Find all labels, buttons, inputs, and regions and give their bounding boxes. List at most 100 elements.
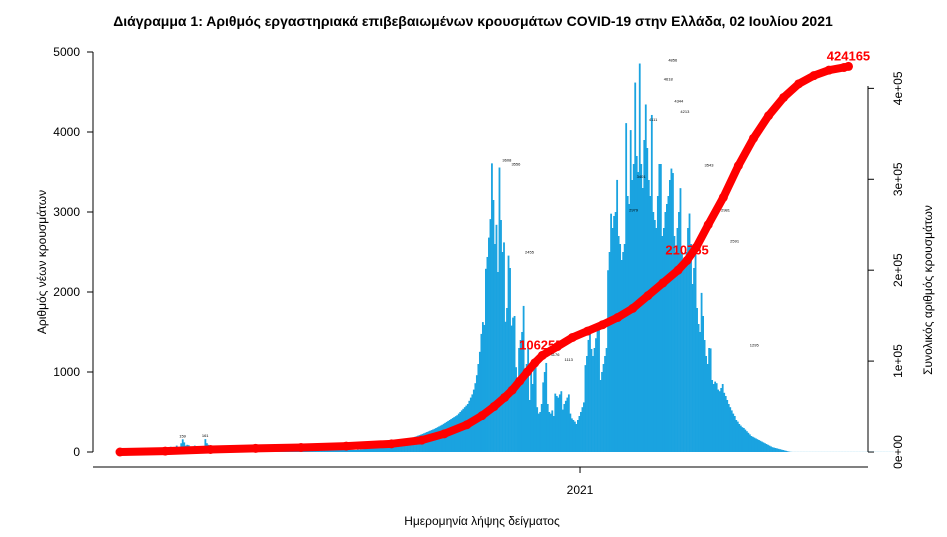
bar [341, 449, 344, 452]
bar [678, 212, 680, 452]
bar [573, 421, 576, 452]
bar [397, 442, 400, 452]
right-y-axis: 0e+00 1e+05 2e+05 3e+05 4e+05 [867, 71, 905, 469]
bar [347, 449, 350, 452]
bar [382, 446, 385, 452]
cumulative-point [703, 220, 713, 230]
bar [385, 445, 388, 452]
bar [759, 440, 762, 452]
bar [625, 123, 628, 453]
right-y-ticks: 0e+00 1e+05 2e+05 3e+05 4e+05 [868, 71, 905, 469]
bar [773, 447, 775, 452]
bar [709, 348, 712, 452]
bar [379, 446, 382, 452]
cumulative-point [417, 435, 427, 445]
bar [777, 448, 780, 452]
bar [753, 437, 756, 452]
bar-value-label: 2981 [721, 208, 731, 213]
bar [350, 449, 353, 452]
cumulative-point [613, 312, 623, 322]
bar [667, 196, 670, 452]
x-axis: 2021 [93, 466, 868, 497]
bar [676, 228, 679, 452]
bar [611, 228, 614, 452]
bar [524, 376, 527, 452]
bar [361, 449, 364, 452]
bar [782, 450, 784, 452]
bar [485, 268, 487, 452]
bar [717, 389, 720, 452]
bar [721, 384, 724, 452]
bar [720, 388, 723, 452]
bar [519, 340, 522, 452]
bar [509, 268, 511, 452]
cumulative-point [515, 376, 525, 386]
bar [652, 212, 655, 452]
cumulative-point [477, 411, 487, 421]
bar [399, 441, 401, 452]
bar [730, 410, 733, 452]
bar [380, 446, 383, 452]
bar [590, 348, 593, 452]
bar [620, 260, 623, 452]
bar [644, 104, 647, 452]
bar [669, 180, 671, 452]
bar [481, 322, 484, 452]
bar [349, 449, 352, 452]
bar [780, 449, 783, 452]
cumulative-point [673, 265, 683, 275]
bar [367, 448, 370, 452]
bar [732, 413, 735, 452]
bar [774, 448, 777, 452]
cumulative-point [530, 358, 540, 368]
bar [575, 424, 578, 452]
cumulative-point [764, 111, 774, 121]
bar [376, 447, 379, 452]
bar [665, 204, 668, 452]
bar [337, 448, 339, 452]
bar [457, 413, 460, 452]
cumulative-point [843, 61, 853, 71]
bar [584, 365, 587, 452]
bar [558, 394, 561, 452]
bar [776, 448, 778, 452]
bar [693, 268, 695, 452]
cumulative-point [160, 446, 170, 456]
bar [613, 216, 616, 452]
bar-value-label: 4344 [674, 98, 684, 103]
cumulative-point [507, 385, 517, 395]
bar [501, 252, 504, 452]
bar [580, 412, 582, 452]
bar [459, 412, 462, 452]
bar [756, 439, 759, 452]
bar [536, 407, 539, 452]
bar [650, 114, 653, 453]
left-y-tick-label: 4000 [53, 125, 80, 139]
bar [656, 196, 659, 452]
bar [765, 444, 768, 452]
bar [346, 449, 349, 452]
cumulative-point [691, 242, 701, 252]
bar [555, 396, 558, 452]
bar [353, 449, 356, 452]
bar [699, 332, 701, 452]
bar [563, 404, 566, 452]
bar [531, 384, 534, 452]
bar [543, 372, 546, 452]
bar [724, 396, 727, 452]
bar [712, 384, 715, 452]
right-y-tick-label: 4e+05 [891, 71, 905, 105]
bar [771, 447, 774, 452]
bar [595, 338, 597, 452]
bar [741, 427, 744, 452]
bar [628, 204, 631, 452]
bar [394, 443, 397, 452]
bar [557, 397, 560, 452]
bar [561, 409, 564, 452]
bar [661, 236, 664, 452]
cumulative-point [341, 441, 351, 451]
bar [545, 362, 548, 452]
left-y-axis-label: Αριθμός νέων κρουσμάτων [35, 190, 49, 334]
bar-value-label: 3556 [511, 162, 521, 167]
